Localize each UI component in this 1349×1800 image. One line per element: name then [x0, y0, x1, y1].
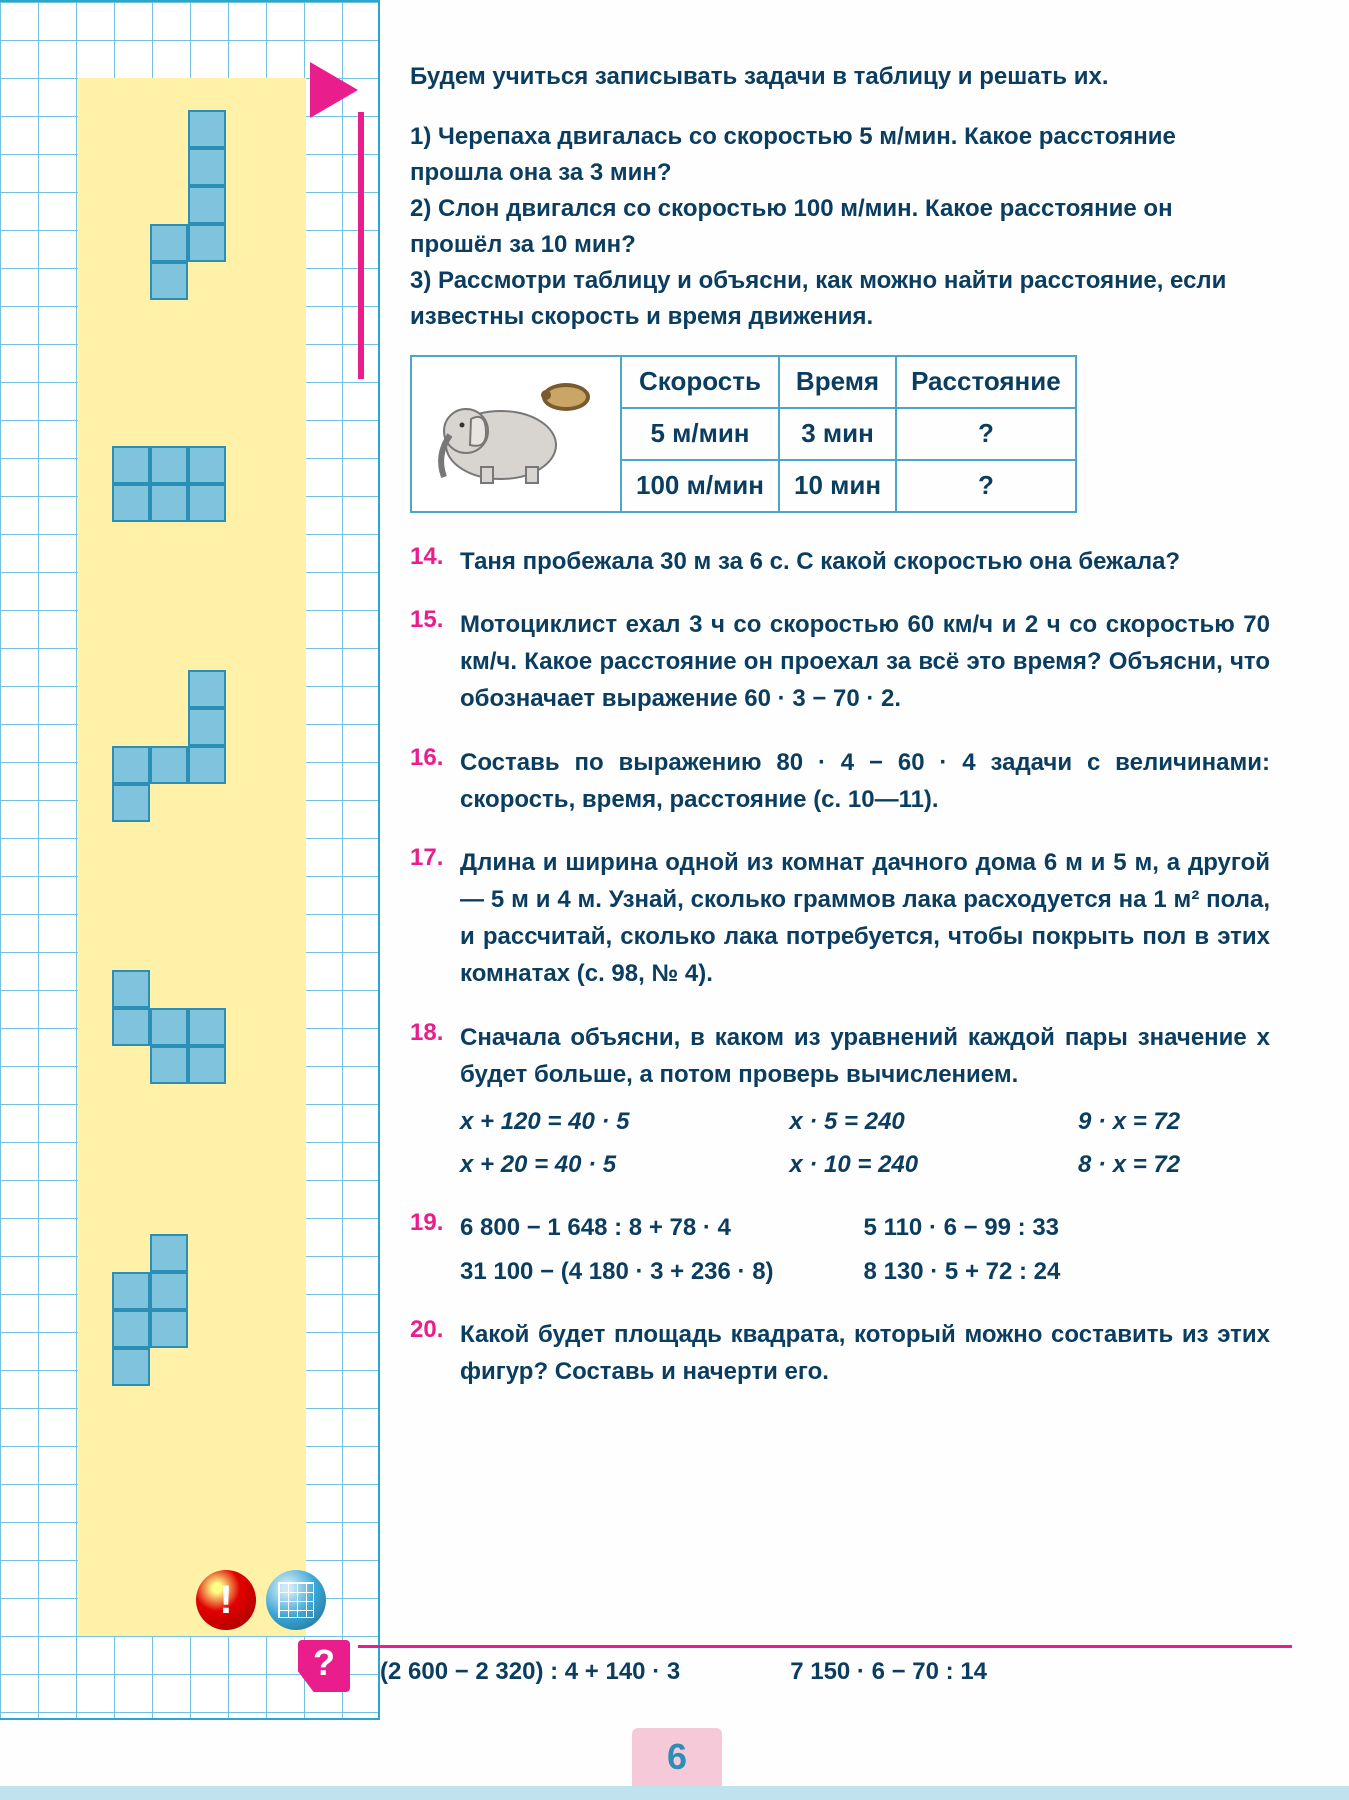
calc-r2c2: 8 130 · 5 + 72 : 24 [864, 1253, 1061, 1290]
problem-text: Таня пробежала 30 м за 6 с. С какой скор… [460, 543, 1180, 580]
textbook-page: Будем учиться записывать задачи в таблиц… [0, 0, 1349, 1800]
calc-grid: 6 800 − 1 648 : 8 + 78 · 4 5 110 · 6 − 9… [460, 1209, 1060, 1289]
cell-dist-2: ? [896, 460, 1076, 512]
problem-text: Длина и ширина одной из комнат дачного д… [460, 844, 1270, 993]
subproblems: 1) Черепаха двигалась со скоростью 5 м/м… [410, 119, 1270, 335]
eq-r2c3: 8 · x = 72 [1078, 1146, 1270, 1183]
footer-calc-2: 7 150 · 6 − 70 : 14 [790, 1658, 987, 1686]
th-time: Время [779, 356, 896, 408]
pink-sidebar-bar [358, 112, 364, 379]
eq-r1c1: x + 120 = 40 · 5 [460, 1103, 719, 1140]
problem-text: Сначала объясни, в каком из уравнений ка… [460, 1019, 1270, 1184]
speed-table: Скорость Время Расстояние 5 м/мин 3 мин … [410, 355, 1270, 513]
problem-19: 19. 6 800 − 1 648 : 8 + 78 · 4 5 110 · 6… [410, 1209, 1270, 1289]
intro-text: Будем учиться записывать задачи в таблиц… [410, 60, 1270, 95]
problem-text: Какой будет площадь квадрата, который мо… [460, 1316, 1270, 1390]
problem-16: 16. Составь по выражению 80 · 4 − 60 · 4… [410, 744, 1270, 818]
calc-r1c1: 6 800 − 1 648 : 8 + 78 · 4 [460, 1209, 774, 1246]
grid-icon [266, 1570, 326, 1630]
eq-r2c2: x · 10 = 240 [789, 1146, 1008, 1183]
equations-grid: x + 120 = 40 · 5 x · 5 = 240 9 · x = 72 … [460, 1103, 1270, 1183]
bottom-border [0, 1786, 1349, 1800]
subproblem-1: 1) Черепаха двигалась со скоростью 5 м/м… [410, 119, 1270, 191]
problem-number: 16. [410, 744, 460, 818]
eq-r1c3: 9 · x = 72 [1078, 1103, 1270, 1140]
cell-dist-1: ? [896, 408, 1076, 460]
margin-icons: ! [196, 1570, 326, 1630]
problem-text: Мотоциклист ехал 3 ч со скоростью 60 км/… [460, 606, 1270, 718]
problem-20: 20. Какой будет площадь квадрата, которы… [410, 1316, 1270, 1390]
subproblem-2: 2) Слон двигался со скоростью 100 м/мин.… [410, 191, 1270, 263]
cell-time-1: 3 мин [779, 408, 896, 460]
main-content: Будем учиться записывать задачи в таблиц… [380, 60, 1300, 1416]
cell-speed-1: 5 м/мин [621, 408, 779, 460]
eq-r1c2: x · 5 = 240 [789, 1103, 1008, 1140]
problem-17: 17. Длина и ширина одной из комнат дачно… [410, 844, 1270, 993]
yellow-strip [78, 78, 306, 1636]
problem-number: 17. [410, 844, 460, 993]
footer-calc-1: (2 600 − 2 320) : 4 + 140 · 3 [380, 1658, 680, 1686]
pink-divider [358, 1645, 1292, 1648]
problem-text: 6 800 − 1 648 : 8 + 78 · 4 5 110 · 6 − 9… [460, 1209, 1060, 1289]
page-number: 6 [632, 1728, 722, 1790]
problem-18-text: Сначала объясни, в каком из уравнений ка… [460, 1019, 1270, 1093]
triangle-marker [310, 62, 358, 118]
problem-number: 14. [410, 543, 460, 580]
calc-r1c2: 5 110 · 6 − 99 : 33 [864, 1209, 1061, 1246]
th-dist: Расстояние [896, 356, 1076, 408]
problem-number: 18. [410, 1019, 460, 1184]
cell-time-2: 10 мин [779, 460, 896, 512]
eq-r2c1: x + 20 = 40 · 5 [460, 1146, 719, 1183]
th-speed: Скорость [621, 356, 779, 408]
problem-number: 19. [410, 1209, 460, 1289]
problem-number: 15. [410, 606, 460, 718]
calc-r2c1: 31 100 − (4 180 · 3 + 236 · 8) [460, 1253, 774, 1290]
problem-15: 15. Мотоциклист ехал 3 ч со скоростью 60… [410, 606, 1270, 718]
problem-number: 20. [410, 1316, 460, 1390]
problem-18: 18. Сначала объясни, в каком из уравнени… [410, 1019, 1270, 1184]
exclamation-icon: ! [196, 1570, 256, 1630]
problem-text: Составь по выражению 80 · 4 − 60 · 4 зад… [460, 744, 1270, 818]
animals-illustration [411, 356, 621, 512]
footer-exercises: (2 600 − 2 320) : 4 + 140 · 3 7 150 · 6 … [380, 1658, 1280, 1686]
problem-14: 14. Таня пробежала 30 м за 6 с. С какой … [410, 543, 1270, 580]
subproblem-3: 3) Рассмотри таблицу и объясни, как можн… [410, 263, 1270, 335]
cell-speed-2: 100 м/мин [621, 460, 779, 512]
